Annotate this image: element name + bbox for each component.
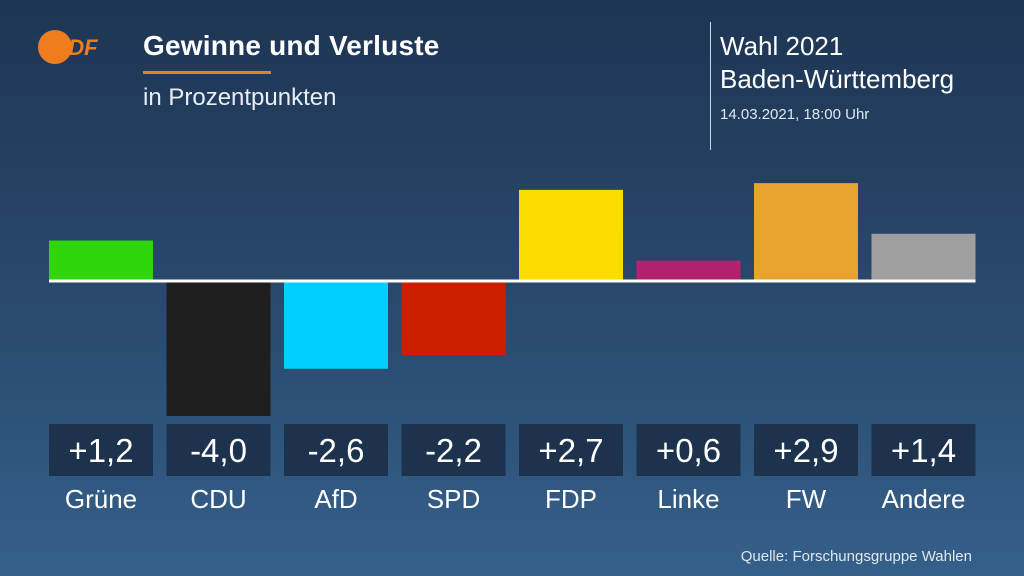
zdf-logo: 2DF bbox=[38, 30, 98, 64]
category-label: Linke bbox=[657, 484, 719, 514]
title-underline bbox=[143, 71, 271, 74]
value-label-box bbox=[284, 424, 388, 476]
data-label: -2,2 bbox=[425, 432, 482, 469]
bar-7 bbox=[871, 233, 976, 281]
data-label: +1,2 bbox=[68, 432, 133, 469]
bar-6 bbox=[754, 183, 858, 281]
election-info: Wahl 2021 Baden-Württemberg bbox=[720, 30, 954, 96]
data-label: +0,6 bbox=[656, 432, 721, 469]
election-region: Baden-Württemberg bbox=[720, 64, 955, 94]
timestamp: 14.03.2021, 18:00 Uhr bbox=[720, 106, 870, 123]
data-label: +2,7 bbox=[538, 432, 603, 469]
source-note: Quelle: Forschungsgruppe Wahlen bbox=[740, 548, 972, 565]
category-label: FDP bbox=[545, 484, 597, 514]
category-label: CDU bbox=[190, 484, 246, 514]
data-label: +1,4 bbox=[891, 432, 956, 469]
bar-1 bbox=[166, 281, 271, 416]
chart-subtitle: in Prozentpunkten bbox=[143, 84, 337, 111]
election-name: Wahl 2021 bbox=[720, 31, 844, 61]
logo-circle-icon bbox=[38, 30, 72, 64]
value-label-box bbox=[636, 424, 741, 476]
value-label-box bbox=[49, 424, 153, 476]
category-label: Grüne bbox=[65, 484, 137, 514]
value-label-box bbox=[166, 424, 271, 476]
bar-2 bbox=[284, 281, 388, 369]
data-label: +2,9 bbox=[773, 432, 838, 469]
chart-title: Gewinne und Verluste bbox=[143, 30, 440, 61]
bar-5 bbox=[636, 260, 741, 281]
logo-text: 2DF bbox=[55, 35, 98, 60]
data-label: -2,6 bbox=[308, 432, 365, 469]
bar-3 bbox=[401, 281, 506, 356]
category-label: Andere bbox=[882, 484, 966, 514]
category-label: AfD bbox=[314, 484, 357, 514]
category-label: FW bbox=[786, 484, 827, 514]
bar-4 bbox=[519, 189, 623, 281]
bar-0 bbox=[49, 240, 153, 281]
category-label: SPD bbox=[427, 484, 480, 514]
value-label-box bbox=[871, 424, 976, 476]
value-label-box bbox=[519, 424, 623, 476]
data-label: -4,0 bbox=[190, 432, 247, 469]
value-label-box bbox=[401, 424, 506, 476]
value-label-box bbox=[754, 424, 858, 476]
header-divider bbox=[710, 22, 711, 150]
